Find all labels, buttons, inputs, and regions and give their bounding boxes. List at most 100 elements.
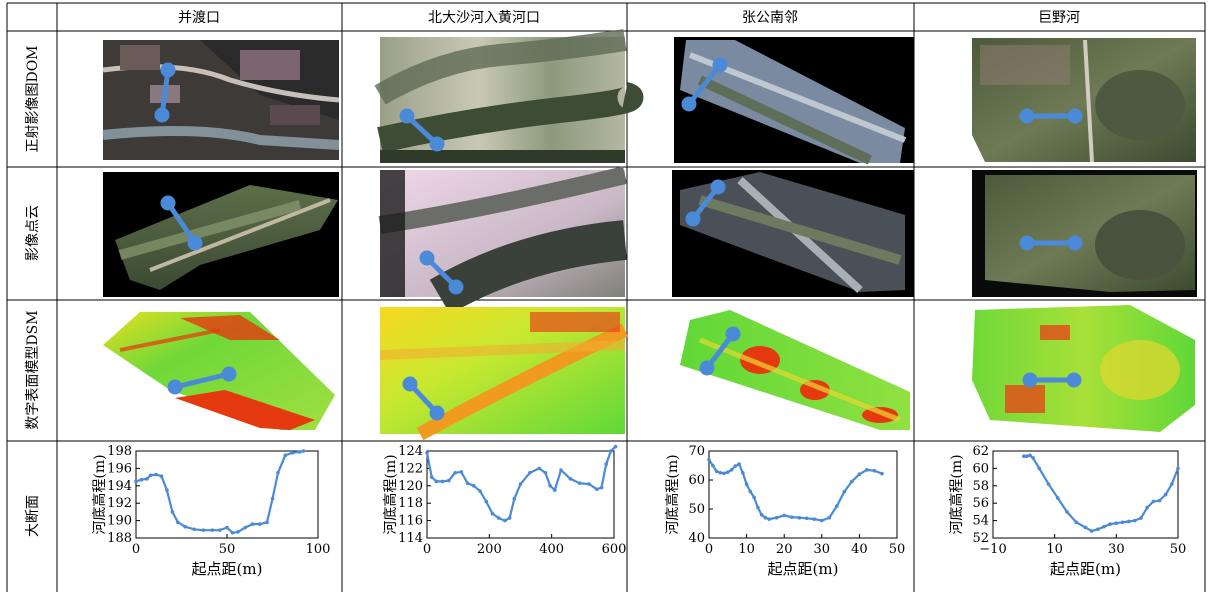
data-point (512, 497, 517, 501)
data-point (170, 510, 175, 514)
section-chart-3: 0 10 20 30 40 50 40 50 60 70 河底高程(m) 起点距(m) (664, 444, 905, 578)
x-tick-label: 30 (1108, 542, 1125, 557)
column-headers: 并渡口 北大沙河入黄河口 张公南邻 巨野河 (178, 9, 1080, 26)
data-point (1065, 510, 1069, 514)
data-point (159, 474, 164, 479)
column-header: 北大沙河入黄河口 (428, 9, 540, 26)
x-tick-label: 600 (602, 542, 627, 557)
data-point (270, 497, 275, 501)
row-header-dsm: 数字表面模型DSM (25, 310, 41, 429)
y-tick-label: 56 (972, 496, 989, 511)
data-point (729, 468, 734, 472)
data-point (842, 489, 847, 494)
x-tick-label: 0 (132, 542, 140, 557)
y-tick-label: 114 (398, 531, 423, 546)
data-point (265, 520, 269, 525)
data-point (459, 470, 464, 474)
data-point (552, 488, 557, 492)
x-tick-label: 50 (1170, 542, 1187, 557)
y-axis-label: 河底高程(m) (91, 454, 108, 534)
data-point (599, 485, 604, 490)
x-tick-label: 30 (814, 542, 831, 557)
x-tick-label: 40 (851, 542, 868, 557)
data-point (613, 444, 618, 449)
data-point (1089, 529, 1094, 533)
marker-pc-1 (160, 195, 203, 251)
dom-image-4 (972, 38, 1196, 163)
data-point (425, 450, 429, 455)
data-point (145, 477, 149, 481)
data-point (225, 525, 229, 530)
data-point (756, 505, 760, 510)
data-point (1120, 520, 1125, 525)
y-axis-label: 河底高程(m) (948, 454, 965, 534)
data-point (1139, 516, 1143, 520)
y-tick-label: 118 (398, 496, 423, 511)
data-point (210, 528, 215, 532)
data-point (154, 472, 158, 477)
x-axis-label: 起点距(m) (768, 560, 839, 578)
data-point (134, 479, 138, 484)
y-tick-label: 194 (107, 479, 132, 494)
data-point (176, 520, 180, 525)
data-point (1108, 522, 1112, 526)
row-headers: 正射影像图DOM 影像点云 数字表面模型DSM 大断面 (25, 45, 41, 537)
data-point (250, 522, 255, 526)
plot-frame (426, 450, 615, 539)
data-point (759, 513, 764, 517)
data-point (1157, 498, 1162, 503)
y-tick-label: 60 (972, 461, 989, 476)
x-tick-label: −10 (979, 542, 1006, 557)
x-tick-label: 20 (776, 542, 793, 557)
marker-pc-2 (419, 250, 464, 295)
y-tick-label: 196 (107, 461, 132, 476)
data-point (1046, 482, 1051, 486)
x-axis-label: 起点距(m) (192, 560, 263, 578)
data-point (737, 462, 741, 466)
data-point (548, 484, 552, 488)
dom-image-3 (674, 37, 914, 165)
data-point (707, 457, 711, 462)
data-point (1074, 520, 1079, 525)
x-tick-label: 0 (423, 542, 431, 557)
x-tick-label: 10 (1046, 542, 1063, 557)
marker-dsm-1 (167, 366, 237, 395)
section-chart-4: −10 10 30 50 52 54 56 58 60 62 河底高程(m) 起点距(m) (948, 444, 1186, 578)
y-tick-label: 198 (107, 444, 132, 459)
data-point (880, 471, 884, 476)
data-point (722, 471, 726, 476)
dsm-image-2 (379, 307, 629, 441)
y-tick-label: 70 (688, 444, 705, 459)
row-header-pointcloud: 影像点云 (25, 205, 41, 261)
data-point (429, 475, 434, 479)
data-point (465, 481, 470, 485)
y-axis-label: 河底高程(m) (382, 454, 399, 534)
data-point (577, 481, 582, 485)
pointcloud-image-2 (378, 166, 628, 315)
data-point (434, 479, 439, 484)
data-point (789, 515, 794, 519)
y-tick-label: 122 (398, 461, 423, 476)
data-point (1145, 505, 1149, 510)
data-point (1170, 482, 1174, 486)
data-point (543, 470, 548, 475)
data-point (1114, 521, 1119, 526)
data-point (276, 470, 280, 475)
data-point (820, 518, 824, 523)
data-point (741, 470, 745, 475)
data-point (490, 511, 495, 516)
data-point (568, 477, 573, 481)
data-point (148, 473, 153, 478)
x-tick-label: 10 (738, 542, 755, 557)
data-point (236, 530, 240, 534)
data-point (835, 504, 839, 508)
x-tick-label: 0 (705, 542, 713, 557)
y-tick-label: 40 (688, 531, 705, 546)
data-point (857, 472, 862, 477)
data-point (1151, 499, 1156, 504)
row-header-dom: 正射影像图DOM (25, 45, 41, 152)
data-point (507, 516, 512, 520)
